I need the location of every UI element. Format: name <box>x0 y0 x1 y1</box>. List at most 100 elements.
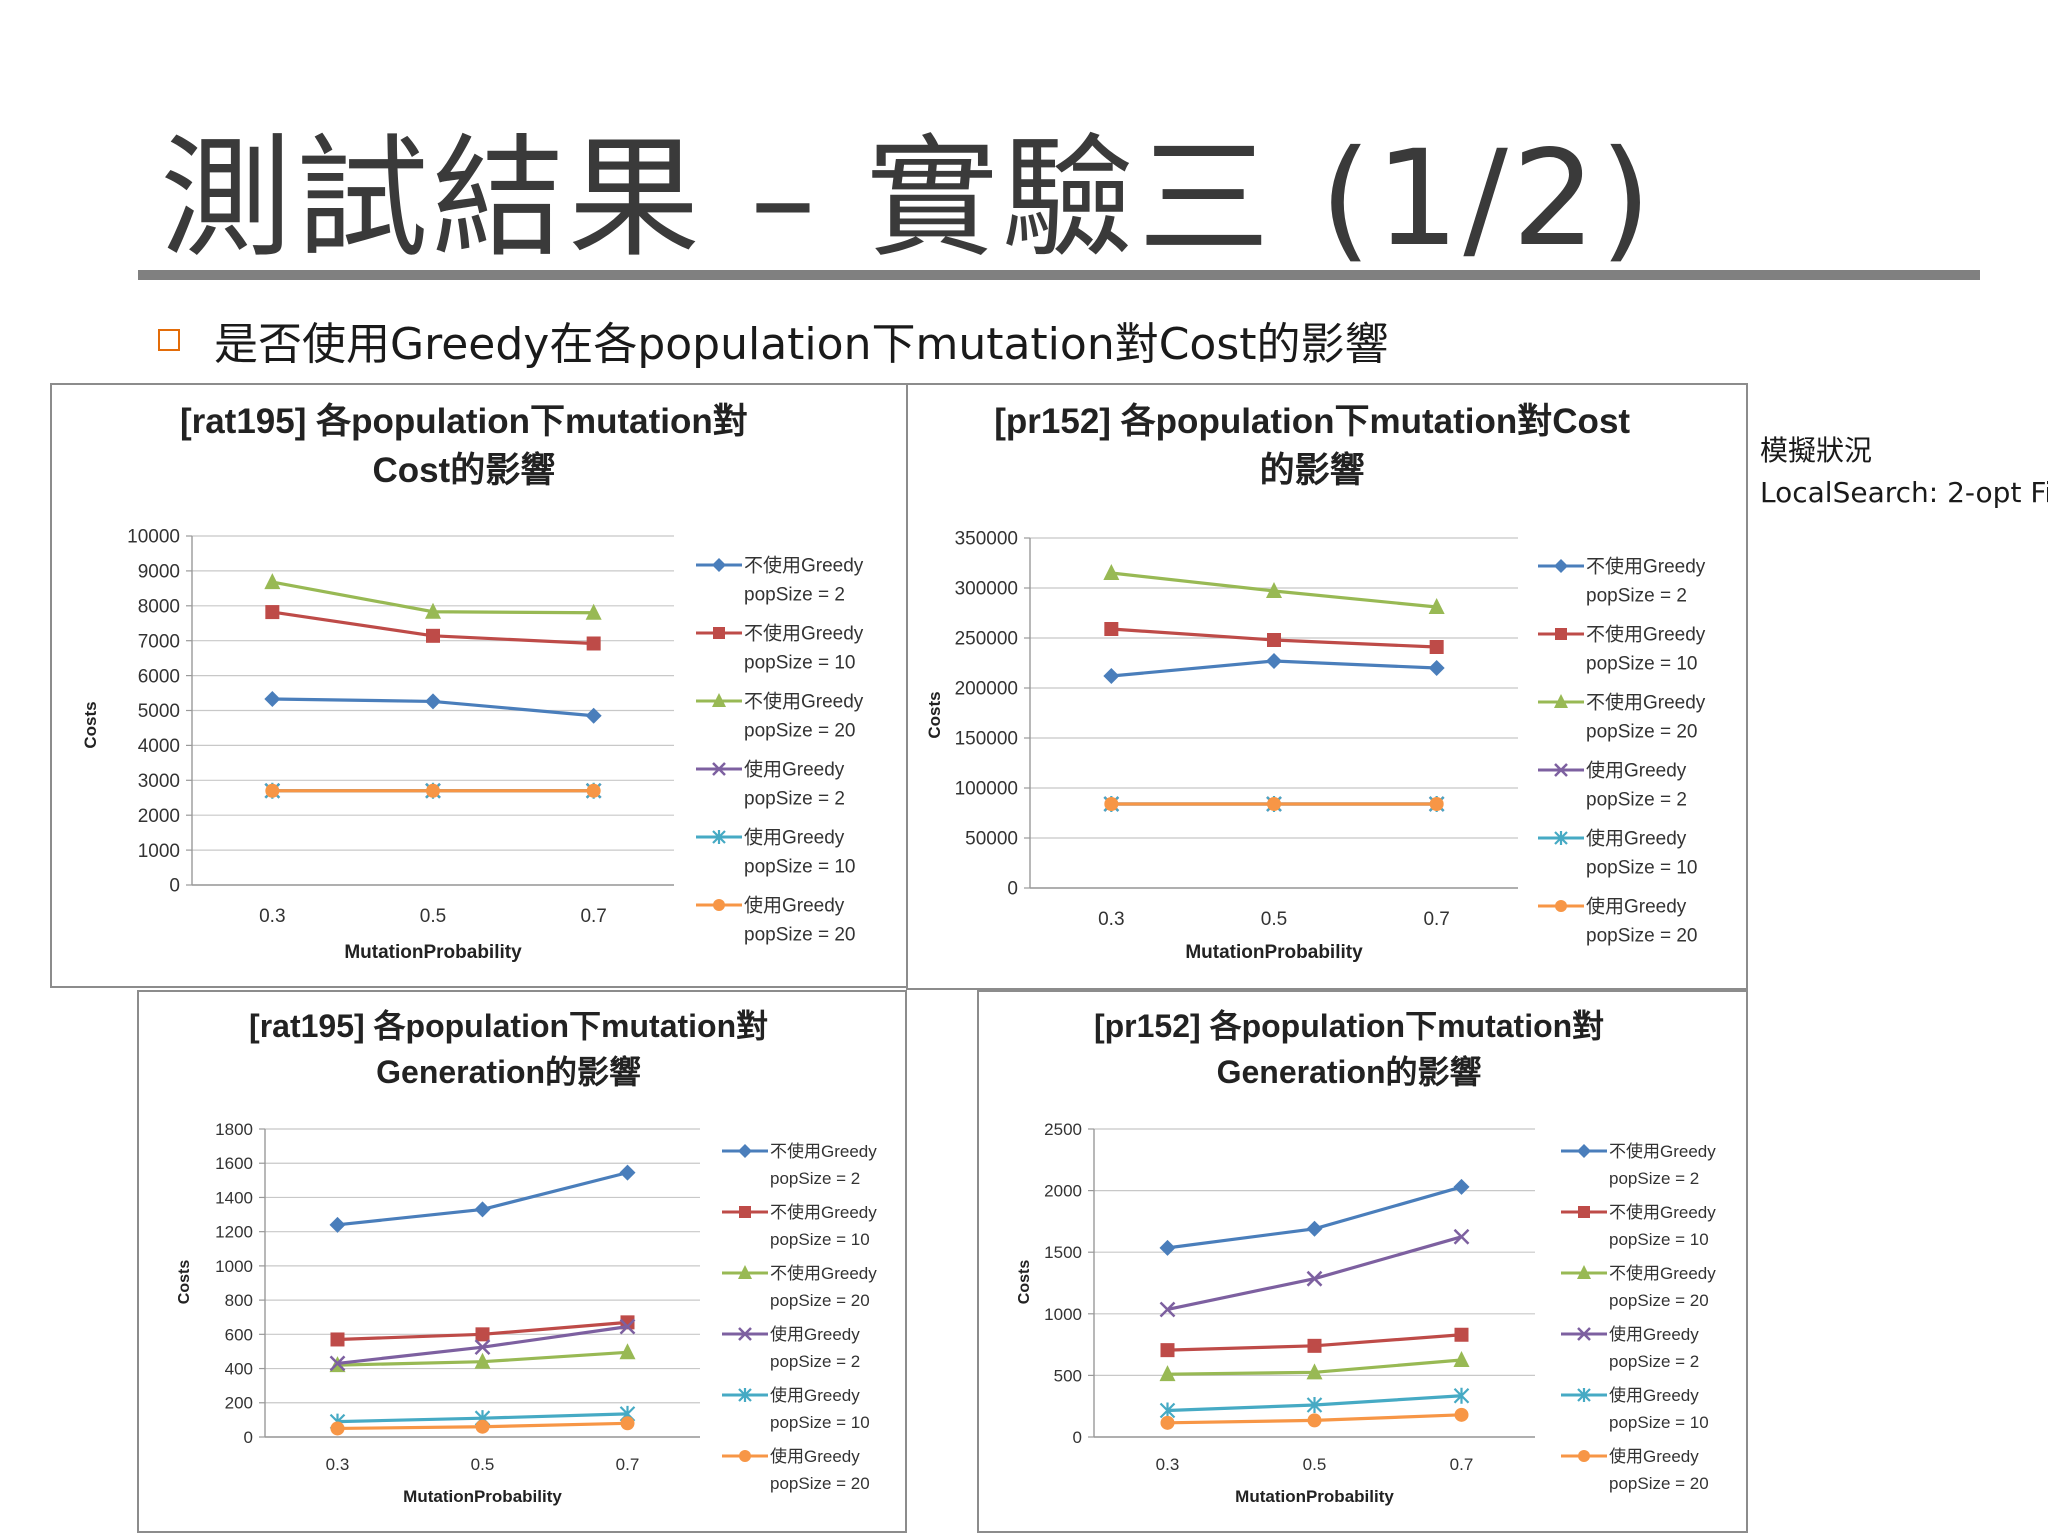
legend-item: 不使用Greedy popSize = 10 <box>1561 1202 1716 1249</box>
data-point <box>1266 582 1282 598</box>
data-point <box>585 603 602 620</box>
legend-label: popSize = 10 <box>1586 858 1697 879</box>
data-point <box>619 1318 636 1335</box>
y-tick-label: 4000 <box>138 736 180 757</box>
x-tick-label: 0.5 <box>471 1455 495 1474</box>
y-tick-label: 8000 <box>138 596 180 617</box>
legend-item: 使用Greedy popSize = 2 <box>722 1324 860 1371</box>
legend-label: 不使用Greedy <box>770 1263 877 1283</box>
data-point <box>1454 1327 1469 1342</box>
x-tick-label: 0.7 <box>580 906 606 927</box>
series-no-greedy-popsize-2 <box>1103 653 1445 684</box>
series-no-greedy-popsize-10 <box>265 605 601 651</box>
legend-item: 使用Greedy popSize = 10 <box>1538 828 1697 879</box>
legend-label: 使用Greedy <box>1586 828 1687 850</box>
series-no-greedy-popsize-10 <box>1160 1327 1469 1358</box>
y-tick-label: 9000 <box>138 562 180 583</box>
y-tick-label: 7000 <box>138 631 180 652</box>
series-no-greedy-popsize-2 <box>1159 1178 1470 1256</box>
y-tick-label: 350000 <box>955 529 1018 550</box>
series-no-greedy-popsize-20 <box>264 573 602 620</box>
legend-label: 使用Greedy <box>744 827 845 849</box>
data-point <box>1428 660 1445 676</box>
series-no-greedy-popsize-2 <box>329 1164 636 1233</box>
legend-item: 不使用Greedy popSize = 20 <box>722 1263 877 1310</box>
x-tick-label: 0.3 <box>1098 909 1124 930</box>
title-divider <box>138 270 1980 280</box>
legend-label: 不使用Greedy <box>1609 1263 1716 1283</box>
legend-label: 使用Greedy <box>770 1324 860 1344</box>
y-tick-label: 2000 <box>138 806 180 827</box>
y-tick-label: 100000 <box>955 779 1018 800</box>
data-point <box>1159 1301 1176 1318</box>
legend-label: popSize = 2 <box>744 789 845 810</box>
y-tick-label: 2000 <box>1044 1182 1082 1201</box>
legend-marker <box>1555 628 1567 640</box>
x-tick-label: 0.7 <box>1423 909 1449 930</box>
legend-marker <box>738 1144 752 1158</box>
data-point <box>265 783 280 798</box>
legend-label: 使用Greedy <box>744 759 845 781</box>
simulation-note: 模擬狀況 LocalSearch: 2-opt First <box>1760 430 2048 514</box>
series-no-greedy-popsize-10 <box>1104 622 1444 654</box>
legend-marker <box>739 1206 751 1218</box>
legend-label: popSize = 20 <box>744 925 855 946</box>
data-point <box>1306 1270 1323 1287</box>
data-point <box>1307 1338 1322 1353</box>
legend-item: 不使用Greedy popSize = 2 <box>722 1141 877 1188</box>
data-point <box>475 1327 490 1342</box>
legend-label: 不使用Greedy <box>1609 1141 1716 1161</box>
legend-marker <box>1554 559 1568 573</box>
x-tick-label: 0.7 <box>1450 1455 1474 1474</box>
data-point <box>1307 1413 1322 1428</box>
data-point <box>265 605 280 620</box>
legend-item: 不使用Greedy popSize = 10 <box>696 623 864 674</box>
legend-marker <box>1578 1206 1590 1218</box>
legend-item: 不使用Greedy popSize = 20 <box>1561 1263 1716 1310</box>
bullet-square-icon <box>158 329 180 351</box>
legend-label: popSize = 2 <box>770 1352 860 1371</box>
data-point <box>619 1164 636 1181</box>
chart-svg: [pr152] 各population下mutation對 Generation的… <box>1016 1008 1716 1506</box>
x-tick-label: 0.5 <box>420 906 446 927</box>
y-tick-label: 200 <box>225 1394 253 1413</box>
legend-marker <box>738 1388 752 1402</box>
x-tick-label: 0.3 <box>259 906 285 927</box>
data-point <box>1429 640 1444 654</box>
data-point <box>426 783 440 798</box>
series-with-greedy-popsize-20 <box>1104 797 1444 811</box>
legend-label: popSize = 20 <box>1609 1474 1709 1493</box>
legend-label: popSize = 20 <box>744 721 855 742</box>
y-tick-label: 600 <box>225 1325 253 1344</box>
chart-title-line: [pr152] 各population下mutation對Cost <box>994 401 1630 441</box>
legend-item: 使用Greedy popSize = 20 <box>696 895 855 946</box>
chart-svg: [rat195] 各population下mutation對 Cost的影響 0 10… <box>81 401 864 963</box>
chart-pr152-generation: [pr152] 各population下mutation對 Generation的… <box>977 990 1748 1533</box>
legend-item: 使用Greedy popSize = 2 <box>1561 1324 1699 1371</box>
data-point <box>426 628 440 643</box>
legend-label: 使用Greedy <box>770 1385 860 1405</box>
series-with-greedy-popsize-20 <box>265 783 601 798</box>
data-point <box>1306 1220 1323 1237</box>
legend-item: 不使用Greedy popSize = 20 <box>696 691 864 742</box>
data-point <box>1429 797 1444 811</box>
data-point <box>474 1352 491 1369</box>
legend-marker <box>1554 831 1568 845</box>
series-no-greedy-popsize-20 <box>1159 1351 1470 1382</box>
legend-item: 不使用Greedy popSize = 10 <box>1538 624 1706 675</box>
y-tick-label: 200000 <box>955 679 1018 700</box>
legend-label: popSize = 2 <box>744 585 845 606</box>
y-tick-label: 2500 <box>1044 1120 1082 1139</box>
series-with-greedy-popsize-10 <box>1159 1387 1470 1419</box>
y-tick-label: 1600 <box>215 1154 253 1173</box>
bullet-text: 是否使用Greedy在各population下mutation對Cost的影響 <box>214 319 1389 370</box>
data-point <box>1267 633 1281 647</box>
legend-label: popSize = 20 <box>1586 926 1697 947</box>
legend-marker <box>1577 1327 1591 1341</box>
chart-title-line: [rat195] 各population下mutation對 <box>180 401 748 441</box>
series-line <box>1167 1185 1462 1250</box>
data-point <box>1103 564 1120 580</box>
x-tick-label: 0.7 <box>616 1455 640 1474</box>
y-axis-label: Costs <box>925 691 944 738</box>
legend-label: popSize = 10 <box>1609 1413 1709 1432</box>
